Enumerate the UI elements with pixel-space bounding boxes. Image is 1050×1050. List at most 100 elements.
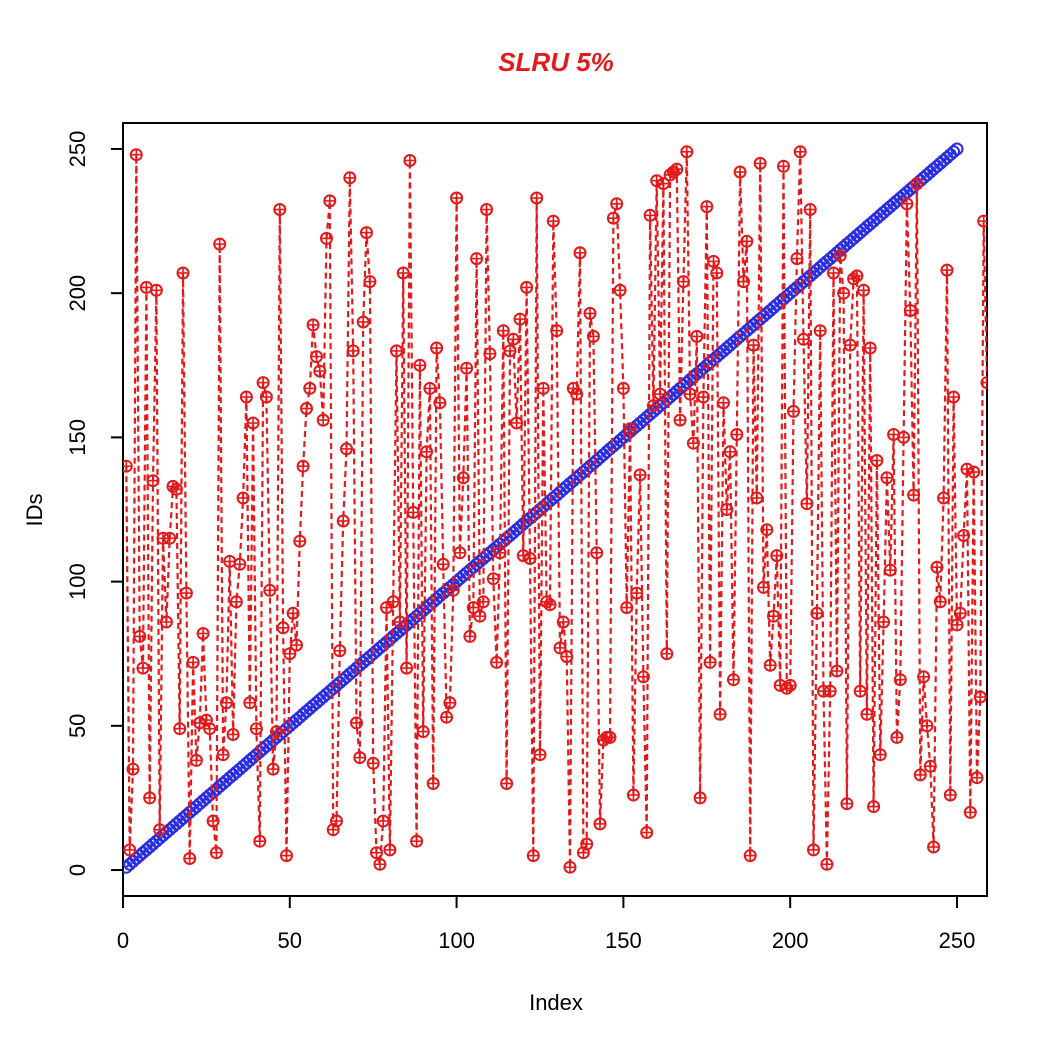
red-point (400, 661, 414, 675)
x-axis-label: Index (529, 990, 583, 1015)
red-point (767, 609, 780, 623)
red-point (880, 471, 894, 485)
red-point (149, 283, 163, 297)
red-point (683, 387, 697, 401)
red-point (907, 488, 921, 502)
red-point (900, 197, 914, 211)
red-point (940, 263, 954, 277)
red-point (420, 445, 434, 459)
red-point (686, 436, 700, 450)
red-point (787, 404, 800, 418)
red-point (530, 191, 544, 205)
red-point (169, 482, 183, 496)
red-point (123, 843, 137, 857)
red-point (450, 191, 464, 205)
red-point (813, 324, 827, 338)
red-point (573, 246, 587, 260)
red-point (793, 145, 807, 159)
red-point (193, 716, 207, 730)
red-point (523, 552, 537, 565)
red-point (236, 491, 250, 505)
red-point (843, 338, 857, 352)
red-point (717, 396, 730, 410)
red-point (153, 823, 167, 837)
red-point (543, 598, 557, 612)
red-point (510, 416, 524, 430)
red-point (676, 275, 690, 289)
red-point (216, 748, 230, 762)
red-point (560, 650, 574, 664)
series-line-blue (125, 148, 958, 869)
red-point (740, 234, 754, 248)
y-axis-label: IDs (22, 494, 47, 527)
red-point (346, 344, 360, 358)
x-tick-label: 150 (605, 928, 642, 953)
red-point (606, 211, 620, 225)
red-point (239, 390, 253, 404)
red-point (863, 341, 877, 355)
red-point (957, 529, 971, 542)
red-point (937, 491, 951, 505)
red-point (820, 857, 834, 871)
red-point (913, 768, 927, 782)
red-point (423, 381, 437, 395)
red-point (129, 148, 143, 162)
red-point (727, 673, 740, 687)
red-point (623, 422, 637, 436)
red-point (300, 402, 313, 415)
red-point (179, 586, 193, 600)
red-point (296, 459, 310, 473)
red-point (159, 615, 173, 629)
red-point (640, 826, 654, 839)
red-point (416, 725, 430, 739)
red-point (723, 445, 737, 459)
red-point (266, 762, 280, 776)
red-point (330, 814, 343, 828)
red-point (626, 788, 640, 802)
red-point (173, 722, 187, 736)
red-point (757, 580, 770, 594)
x-tick-label: 250 (939, 928, 976, 953)
red-point (256, 376, 270, 390)
red-point (646, 399, 660, 413)
red-point (350, 716, 363, 730)
red-point (643, 208, 657, 222)
red-point (873, 748, 887, 762)
red-point (143, 791, 157, 805)
red-point (176, 266, 190, 280)
red-point (283, 647, 297, 661)
red-point (183, 852, 197, 865)
y-tick-label: 250 (65, 131, 90, 168)
red-point (356, 315, 370, 329)
red-point (933, 595, 947, 609)
red-point (883, 563, 897, 577)
red-point (253, 834, 267, 848)
red-point (903, 304, 917, 317)
red-point (273, 203, 287, 216)
red-point (500, 777, 514, 790)
red-point (616, 381, 630, 395)
red-point (893, 673, 907, 687)
red-point (670, 162, 684, 176)
red-point (730, 428, 744, 441)
red-point (263, 583, 277, 597)
red-point (249, 722, 263, 736)
red-point (443, 696, 457, 710)
red-point (633, 468, 647, 482)
red-point (747, 338, 760, 352)
red-point (546, 214, 560, 228)
red-point (963, 805, 977, 819)
red-point (920, 719, 934, 733)
red-point (737, 275, 750, 289)
red-point (733, 165, 747, 179)
red-point (270, 725, 283, 739)
red-point (890, 730, 904, 744)
red-point (656, 177, 670, 191)
red-point (696, 390, 710, 404)
red-point (927, 840, 941, 854)
red-point (393, 615, 407, 629)
red-point (870, 454, 884, 467)
red-point (413, 358, 427, 372)
red-point (707, 254, 720, 268)
